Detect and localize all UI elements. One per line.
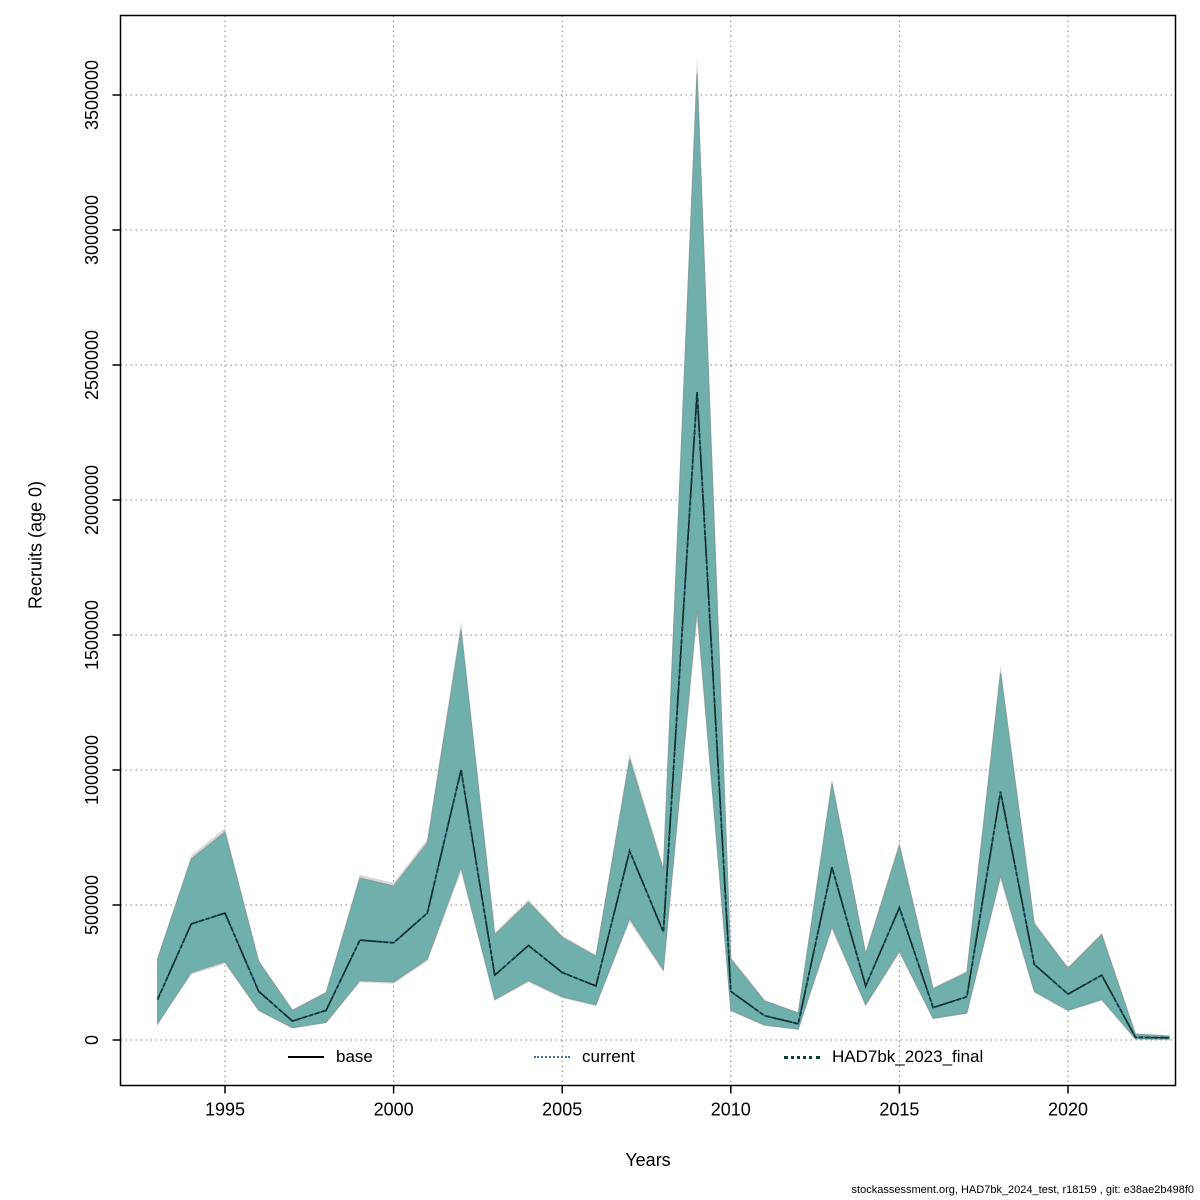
legend-item-current: current	[534, 1045, 635, 1069]
x-tick-label: 2005	[542, 1100, 582, 1120]
y-tick-label: 500000	[82, 875, 102, 935]
y-tick-label: 0	[82, 1035, 102, 1045]
legend: base current HAD7bk_2023_final	[0, 1045, 1200, 1069]
x-tick-label: 1995	[205, 1100, 245, 1120]
legend-item-had7bk-2023-final: HAD7bk_2023_final	[784, 1045, 983, 1069]
plot-border	[119, 14, 1177, 1087]
legend-item-base: base	[288, 1045, 373, 1069]
legend-label-current: current	[582, 1047, 635, 1066]
x-tick-label: 2010	[711, 1100, 751, 1120]
legend-line-sample-current	[534, 1056, 570, 1058]
y-tick-label: 3000000	[82, 195, 102, 265]
y-tick-label: 1000000	[82, 735, 102, 805]
x-tick-label: 2000	[374, 1100, 414, 1120]
legend-label-had7bk-2023-final: HAD7bk_2023_final	[832, 1047, 984, 1066]
y-tick-label: 2500000	[82, 330, 102, 400]
y-tick-label: 2000000	[82, 465, 102, 535]
x-tick-label: 2015	[879, 1100, 919, 1120]
confidence-band	[157, 73, 1170, 1040]
legend-line-sample-base	[288, 1056, 324, 1058]
y-tick-label: 1500000	[82, 600, 102, 670]
x-tick-label: 2020	[1048, 1100, 1088, 1120]
legend-line-sample-had7bk-2023-final	[784, 1055, 820, 1059]
footer-attribution: stockassessment.org, HAD7bk_2024_test, r…	[851, 1184, 1194, 1196]
x-axis-title: Years	[625, 1150, 671, 1170]
series-line-HAD7bk_2023_final	[156, 391, 1170, 1039]
legend-label-base: base	[336, 1047, 373, 1066]
y-tick-label: 3500000	[82, 60, 102, 130]
y-axis-title: Recruits (age 0)	[25, 480, 46, 610]
